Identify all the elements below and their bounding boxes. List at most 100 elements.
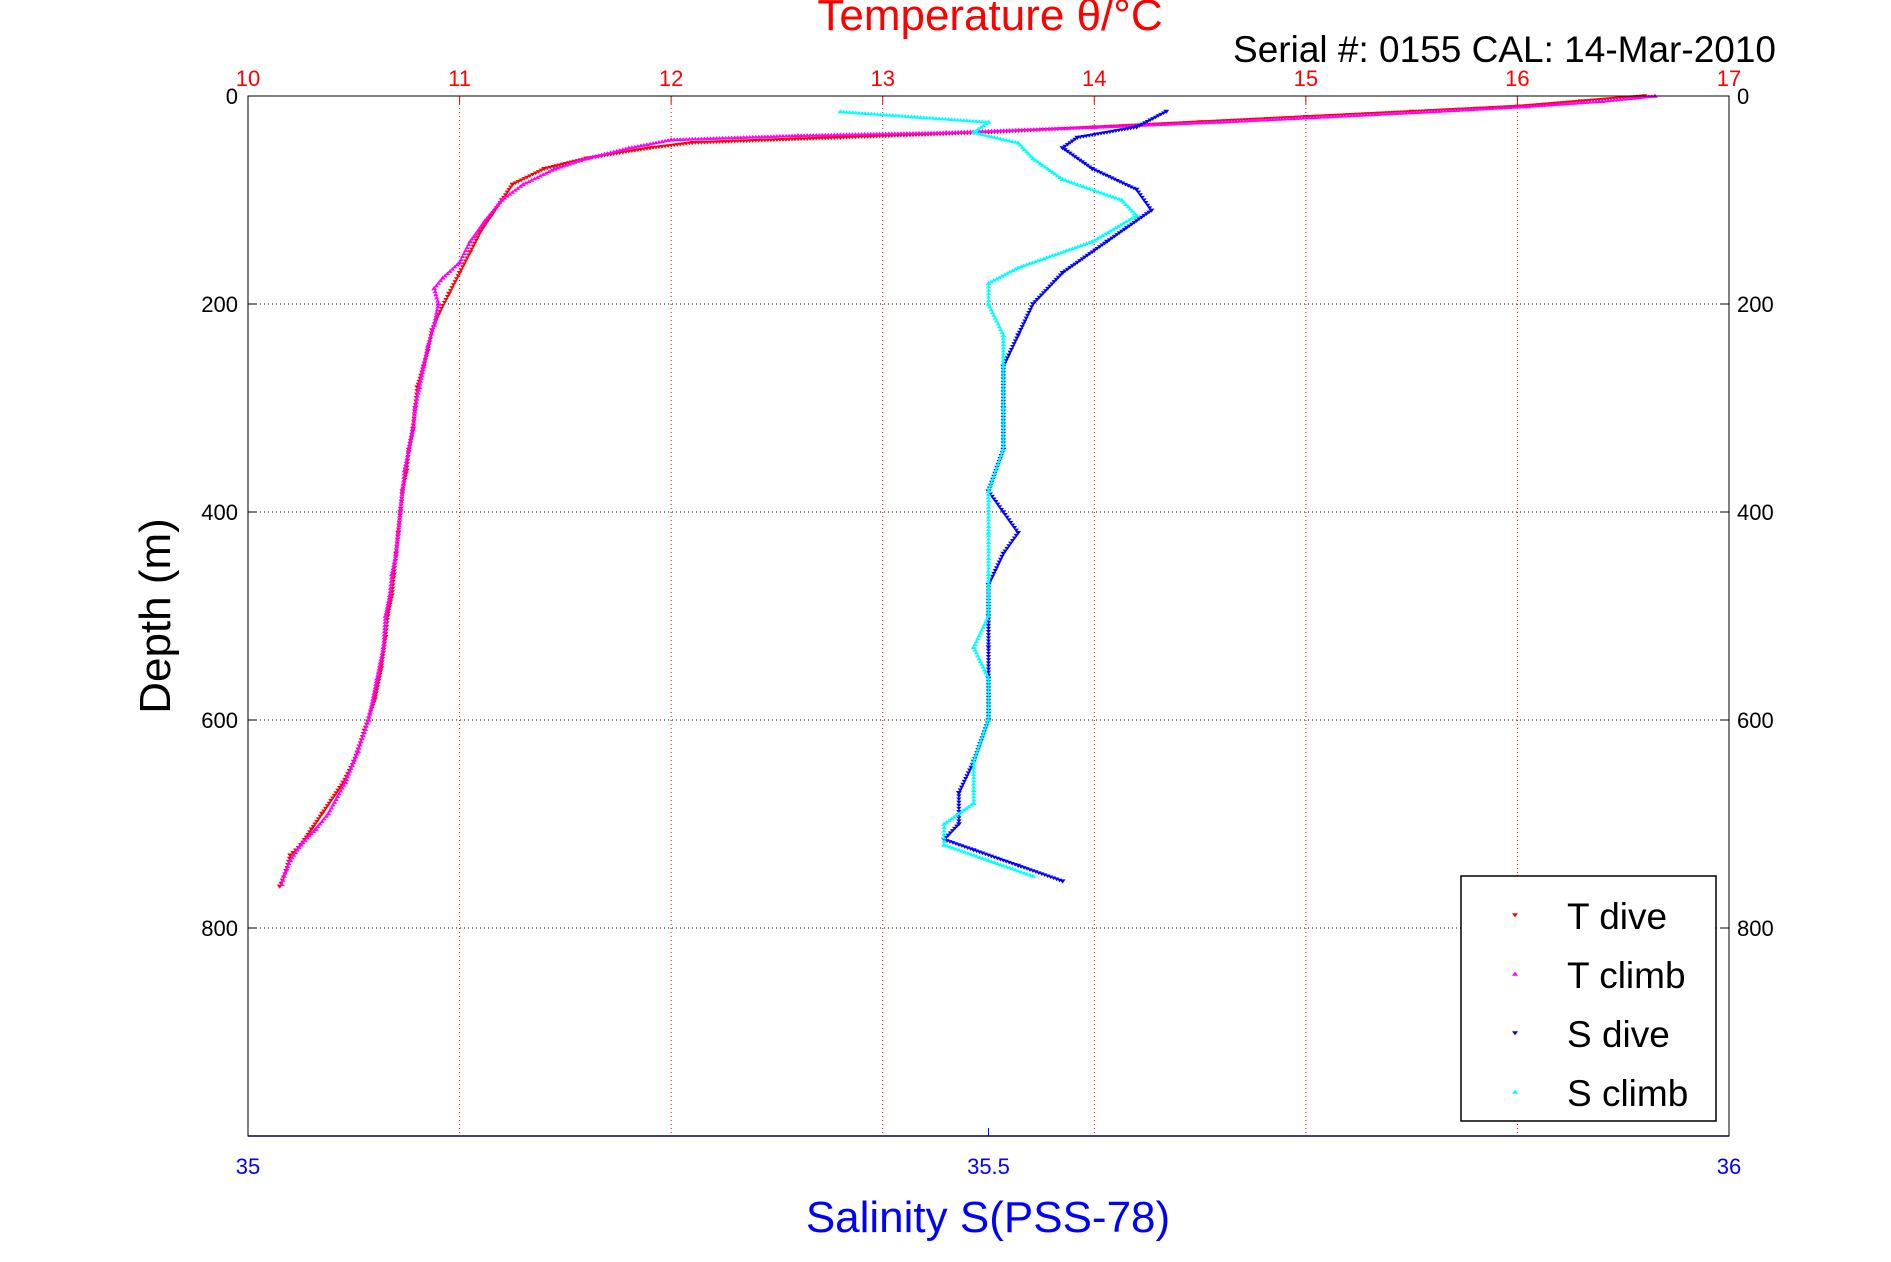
data-point-s-climb [985, 498, 992, 503]
data-point-s-climb [1065, 179, 1072, 183]
data-point-s-climb [1069, 246, 1075, 251]
data-point-s-dive [1015, 531, 1022, 536]
data-point-t-climb [304, 836, 310, 840]
data-point-s-dive [993, 500, 999, 504]
data-point-s-climb [985, 607, 992, 612]
data-point-s-dive [1002, 549, 1008, 554]
data-point-s-climb [985, 585, 992, 589]
data-point-s-climb [1113, 225, 1119, 230]
data-point-s-climb [974, 854, 980, 858]
data-point-s-climb [991, 313, 997, 317]
data-point-s-dive [1053, 277, 1059, 282]
data-point-s-climb [1000, 434, 1006, 439]
data-point-s-climb [983, 670, 989, 675]
data-point-t-climb [331, 800, 338, 804]
data-point-s-climb [973, 128, 979, 133]
data-point-t-climb [656, 139, 662, 144]
data-point-s-climb [1024, 871, 1030, 876]
data-point-s-climb [1083, 185, 1089, 190]
data-point-t-climb [382, 626, 388, 631]
data-point-s-climb [998, 327, 1004, 332]
data-point-s-climb [1092, 237, 1098, 242]
data-point-s-dive [1000, 510, 1007, 515]
data-point-t-climb [456, 260, 463, 265]
top-axis-tick-label: 13 [870, 66, 894, 91]
data-point-s-climb [985, 492, 992, 496]
data-point-s-dive [955, 791, 962, 796]
data-point-s-dive [1014, 336, 1020, 341]
data-point-s-dive [1160, 111, 1167, 116]
data-point-s-dive [1024, 867, 1030, 871]
data-point-s-climb [1121, 200, 1127, 204]
data-point-s-climb [971, 797, 977, 802]
data-point-t-climb [459, 254, 466, 259]
data-point-s-climb [988, 279, 994, 284]
data-point-t-climb [492, 205, 499, 210]
data-point-t-climb [431, 286, 438, 291]
data-point-s-climb [982, 133, 989, 137]
data-point-s-dive [994, 856, 1000, 861]
data-point-s-climb [1004, 271, 1010, 275]
data-point-s-dive [1103, 173, 1109, 178]
data-point-s-climb [980, 664, 986, 669]
data-point-s-climb [988, 134, 995, 139]
data-point-t-climb [287, 858, 294, 863]
data-point-s-dive [1139, 195, 1145, 200]
data-point-s-climb [985, 685, 992, 690]
data-point-s-climb [998, 453, 1004, 458]
data-point-s-dive [1057, 273, 1064, 278]
data-point-s-climb [970, 800, 977, 805]
data-point-s-dive [957, 788, 963, 793]
data-point-s-climb [961, 808, 967, 812]
data-point-s-climb [1024, 262, 1030, 267]
data-point-s-dive [1048, 875, 1054, 880]
data-point-s-climb [988, 483, 994, 487]
data-point-t-climb [435, 304, 441, 309]
data-point-t-climb [330, 803, 336, 807]
data-point-s-climb [1000, 377, 1006, 381]
data-point-t-climb [394, 541, 400, 545]
data-point-t-climb [412, 405, 419, 410]
data-point-s-climb [1006, 865, 1012, 870]
right-axis-tick-label: 400 [1737, 500, 1774, 525]
data-point-t-climb [411, 419, 417, 424]
data-point-t-climb [409, 429, 416, 434]
data-point-s-climb [985, 692, 992, 696]
data-point-t-dive [310, 825, 316, 829]
data-point-s-climb [1055, 173, 1061, 178]
data-point-s-climb [985, 527, 992, 532]
data-point-t-climb [602, 151, 608, 156]
data-point-t-climb [401, 475, 407, 479]
data-point-s-climb [987, 304, 993, 309]
data-point-s-climb [975, 653, 981, 658]
data-point-t-climb [653, 140, 659, 145]
data-point-t-climb [534, 175, 541, 179]
data-point-t-climb [396, 523, 402, 528]
data-point-t-climb [641, 142, 647, 147]
data-point-t-climb [416, 388, 422, 392]
data-point-s-dive [993, 566, 1000, 570]
data-point-t-climb [413, 399, 419, 404]
data-point-s-dive [1000, 551, 1007, 556]
data-point-s-climb [1078, 243, 1084, 248]
data-point-s-climb [985, 698, 992, 703]
data-point-s-dive [991, 497, 997, 502]
data-point-t-climb [447, 269, 453, 273]
data-point-t-dive [308, 827, 315, 832]
data-point-s-climb [1028, 154, 1034, 158]
data-point-t-climb [422, 358, 428, 363]
data-point-t-climb [380, 644, 387, 649]
data-point-s-dive [1023, 316, 1029, 321]
data-point-s-climb [985, 714, 992, 719]
data-point-t-climb [395, 530, 402, 535]
data-point-t-climb [359, 736, 365, 741]
data-point-t-climb [423, 352, 429, 357]
data-point-t-climb [566, 161, 572, 166]
data-point-s-climb [1080, 184, 1086, 189]
data-point-t-dive [373, 691, 379, 696]
data-point-s-climb [1047, 168, 1053, 173]
data-point-t-climb [428, 331, 435, 336]
data-point-t-climb [531, 176, 538, 181]
data-point-t-dive [508, 185, 514, 190]
data-point-s-climb [985, 581, 992, 586]
